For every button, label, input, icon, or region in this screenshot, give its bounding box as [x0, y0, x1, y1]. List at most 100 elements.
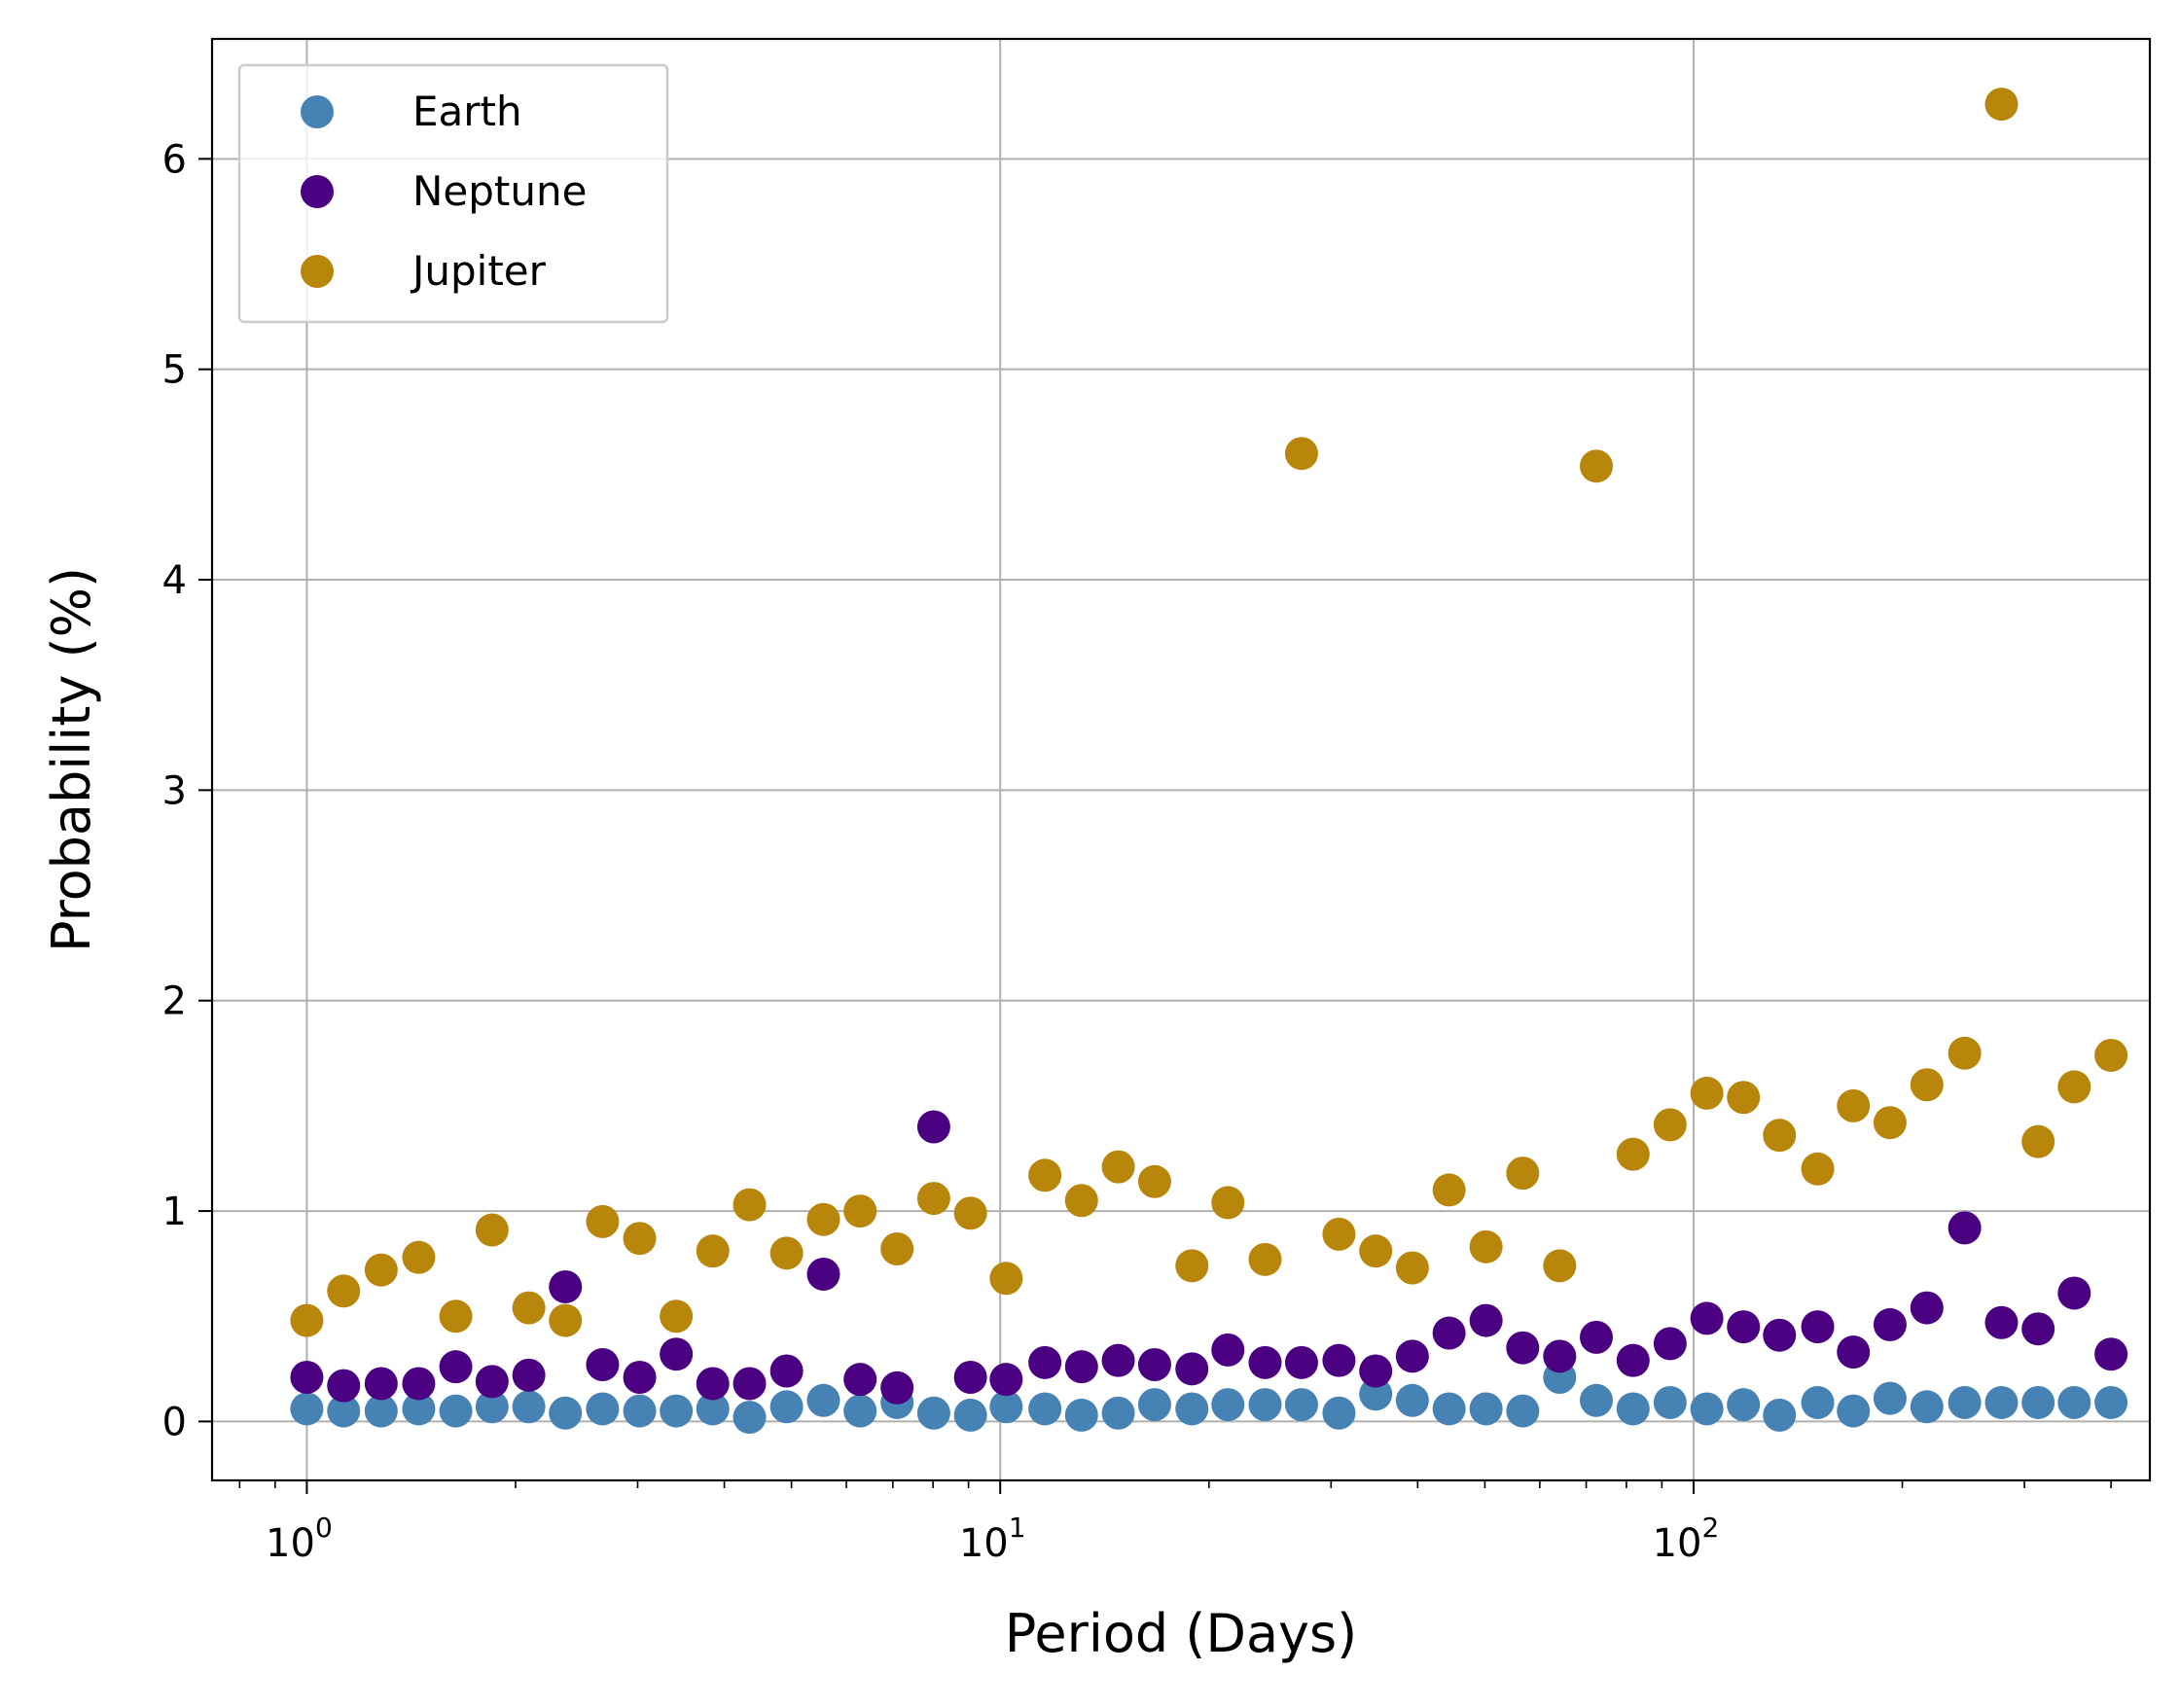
jupiter-point [290, 1303, 324, 1337]
jupiter-point [733, 1188, 767, 1222]
jupiter-point [1469, 1229, 1503, 1263]
jupiter-point [1910, 1068, 1944, 1102]
earth-point [953, 1398, 987, 1432]
earth-point [1211, 1388, 1245, 1422]
earth-point [1873, 1381, 1907, 1415]
earth-point [1432, 1392, 1466, 1426]
earth-point [1137, 1388, 1171, 1422]
jupiter-point [843, 1194, 877, 1228]
jupiter-point [1727, 1081, 1761, 1115]
neptune-point [1064, 1350, 1098, 1384]
legend-marker-earth [301, 95, 334, 128]
earth-point [1284, 1388, 1318, 1422]
jupiter-point [953, 1196, 987, 1230]
jupiter-point [1322, 1217, 1356, 1251]
jupiter-point [364, 1253, 398, 1287]
earth-point [1175, 1392, 1209, 1426]
jupiter-point [1837, 1088, 1871, 1122]
neptune-point [880, 1370, 914, 1405]
jupiter-point [1506, 1156, 1540, 1191]
neptune-point [402, 1367, 436, 1401]
jupiter-point [549, 1303, 583, 1337]
jupiter-point [989, 1262, 1023, 1296]
neptune-point [2021, 1312, 2055, 1346]
series-earth [290, 1360, 2128, 1435]
earth-point [1948, 1385, 1982, 1419]
y-tick-label: 6 [162, 137, 187, 182]
series-neptune [290, 1110, 2128, 1405]
earth-point [327, 1394, 361, 1428]
earth-point [1506, 1394, 1540, 1428]
jupiter-point [1873, 1106, 1907, 1140]
earth-point [1395, 1383, 1429, 1417]
earth-point [439, 1394, 473, 1428]
neptune-point [1284, 1345, 1318, 1379]
earth-point [1763, 1398, 1797, 1432]
neptune-point [1653, 1327, 1687, 1361]
x-axis-ticks: 100 101 102 [266, 1480, 1719, 1566]
earth-point [1248, 1388, 1282, 1422]
earth-point [1837, 1394, 1871, 1428]
jupiter-point [1653, 1108, 1687, 1142]
y-tick-label: 2 [162, 979, 187, 1024]
earth-point [916, 1396, 950, 1430]
earth-point [1984, 1385, 2019, 1419]
earth-point [2094, 1385, 2128, 1419]
jupiter-point [806, 1202, 840, 1236]
earth-point [1101, 1396, 1135, 1430]
neptune-point [1616, 1343, 1650, 1377]
legend: Earth Neptune Jupiter [237, 63, 669, 324]
neptune-point [1395, 1339, 1429, 1373]
jupiter-point [1432, 1173, 1466, 1207]
jupiter-point [1248, 1242, 1282, 1276]
neptune-point [916, 1110, 950, 1144]
x-tick-label: 102 [1653, 1512, 1720, 1566]
earth-point [843, 1394, 877, 1428]
neptune-point [1028, 1345, 1062, 1379]
neptune-point [1506, 1331, 1540, 1365]
earth-point [769, 1390, 804, 1424]
neptune-point [1801, 1310, 1835, 1344]
jupiter-point [1801, 1152, 1835, 1186]
earth-point [1359, 1377, 1393, 1411]
jupiter-point [1175, 1249, 1209, 1283]
neptune-point [364, 1367, 398, 1401]
y-tick-label: 4 [162, 558, 187, 603]
neptune-point [475, 1365, 509, 1399]
jupiter-point [1101, 1150, 1135, 1184]
jupiter-point [475, 1213, 509, 1247]
x-minor-ticks [238, 1480, 2112, 1488]
earth-point [696, 1392, 730, 1426]
neptune-point [733, 1367, 767, 1401]
neptune-point [1432, 1316, 1466, 1350]
neptune-point [1175, 1352, 1209, 1386]
x-tick-label-exponent: 1 [1009, 1512, 1026, 1544]
jupiter-point [1284, 437, 1318, 471]
earth-point [1910, 1390, 1944, 1424]
y-tick-label: 1 [162, 1190, 187, 1234]
neptune-point [1873, 1307, 1907, 1341]
neptune-point [806, 1257, 840, 1291]
x-tick-label-exponent: 0 [315, 1512, 333, 1544]
neptune-point [1984, 1305, 2019, 1339]
jupiter-point [660, 1299, 694, 1334]
neptune-point [660, 1337, 694, 1371]
jupiter-point [439, 1299, 473, 1334]
jupiter-point [1028, 1158, 1062, 1192]
earth-point [733, 1401, 767, 1435]
x-tick-label-base: 10 [1653, 1521, 1702, 1566]
y-tick-label: 5 [162, 348, 187, 393]
series-jupiter [290, 88, 2128, 1337]
neptune-point [1580, 1320, 1614, 1354]
neptune-point [327, 1369, 361, 1403]
earth-point [1469, 1392, 1503, 1426]
legend-label-jupiter: Jupiter [410, 247, 547, 295]
neptune-point [2057, 1276, 2091, 1310]
neptune-point [769, 1354, 804, 1388]
earth-point [1653, 1385, 1687, 1419]
y-tick-label: 3 [162, 768, 187, 813]
jupiter-point [1616, 1137, 1650, 1171]
earth-point [1727, 1388, 1761, 1422]
earth-point [623, 1394, 657, 1428]
